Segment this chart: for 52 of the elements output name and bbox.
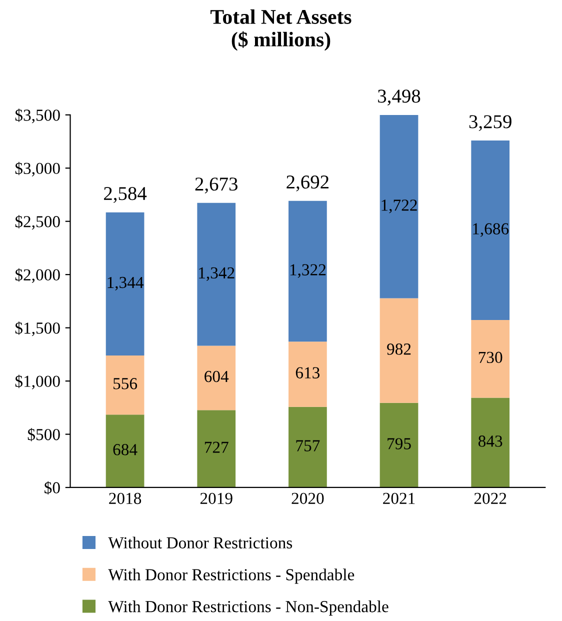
data-label: 757 <box>296 440 320 452</box>
data-label: 727 <box>204 442 228 453</box>
y-tick-label: $500 <box>28 428 60 442</box>
x-tick-label: 2020 <box>292 492 324 504</box>
data-label: 795 <box>388 438 411 450</box>
data-label: 1,322 <box>290 264 326 278</box>
data-label: 1,344 <box>108 276 144 291</box>
x-tick-label: 2022 <box>474 492 506 504</box>
x-tick-label: 2018 <box>109 492 142 504</box>
data-label: 1,342 <box>199 267 234 281</box>
legend-label: Without Donor Restrictions <box>108 536 292 549</box>
data-label: 730 <box>478 352 502 364</box>
total-label: 3,498 <box>378 90 420 106</box>
y-tick-label: $2,500 <box>15 215 60 230</box>
bar <box>197 410 236 488</box>
y-tick-label: $3,500 <box>15 108 60 124</box>
bar <box>106 414 144 488</box>
total-label: 2,673 <box>195 178 238 194</box>
y-tick-label: $3,000 <box>15 162 60 176</box>
total-label: 2,692 <box>286 176 328 192</box>
legend-label: With Donor Restrictions - Non-Spendable <box>108 600 388 616</box>
y-tick-label: $1,500 <box>15 322 60 336</box>
data-label: 1,722 <box>382 200 417 214</box>
bar <box>106 355 144 415</box>
y-tick-label: $1,000 <box>15 374 60 390</box>
bar <box>106 212 144 356</box>
x-tick-label: 2021 <box>383 492 415 504</box>
bar <box>288 200 327 342</box>
bar <box>197 346 236 410</box>
bar <box>380 402 418 488</box>
bar <box>197 202 236 346</box>
total-label: 2,584 <box>104 186 147 203</box>
chart-title: Total Net Assets ($ millions) <box>210 9 352 51</box>
bar <box>471 140 510 320</box>
bar <box>471 320 510 398</box>
y-tick-label: $0 <box>44 481 60 495</box>
bar <box>380 298 418 403</box>
data-label: 604 <box>204 370 229 382</box>
legend-label: With Donor Restrictions - Spendable <box>108 568 354 584</box>
data-label: 843 <box>478 436 502 447</box>
y-tick-label: $2,000 <box>15 268 60 283</box>
data-label: 1,686 <box>473 223 509 237</box>
bar <box>471 398 510 488</box>
data-label: 684 <box>113 444 138 456</box>
x-tick-label: 2019 <box>200 492 232 504</box>
total-label: 3,259 <box>469 115 512 132</box>
data-label: 556 <box>114 378 138 390</box>
data-label: 982 <box>387 344 411 355</box>
bar <box>288 406 327 488</box>
data-label: 613 <box>296 367 320 378</box>
bar <box>380 114 418 298</box>
bar <box>288 342 327 407</box>
